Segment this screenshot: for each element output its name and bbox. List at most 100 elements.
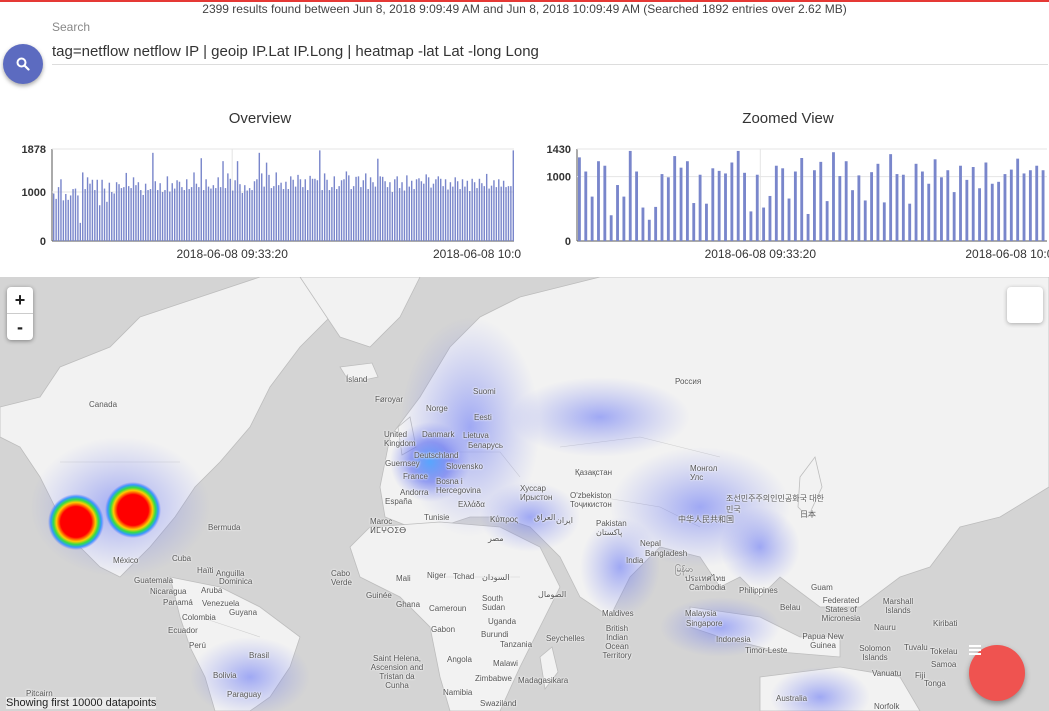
bar — [498, 179, 500, 241]
bar — [231, 190, 234, 241]
bar — [679, 167, 683, 241]
bar — [685, 161, 689, 241]
menu-fab-button[interactable] — [969, 645, 1025, 701]
map-label-samoa: Samoa — [931, 660, 957, 669]
bar — [584, 171, 588, 241]
bar — [338, 186, 340, 241]
bar — [882, 202, 886, 241]
bar — [768, 195, 772, 241]
bar — [96, 179, 98, 241]
map-label-china: 中华人民共和国 — [678, 515, 734, 524]
x-tick-label: 2018-06-08 09:33:20 — [705, 247, 817, 261]
bar — [423, 183, 425, 241]
map-label-ghana: Ghana — [396, 600, 421, 609]
bar — [217, 177, 219, 241]
map-label-vanuatu: Vanuatu — [872, 669, 902, 678]
bar — [248, 188, 251, 241]
bar — [268, 174, 270, 241]
bar — [743, 172, 746, 241]
bar — [362, 180, 365, 241]
bar — [57, 187, 60, 241]
map-label-timor: Timor-Leste — [745, 646, 788, 655]
bar — [319, 150, 321, 241]
bar — [495, 187, 498, 241]
bar — [946, 170, 950, 241]
map-label-cabo-verde: Cabo Verde — [331, 569, 352, 587]
bar — [717, 170, 721, 241]
layer-toggle-button[interactable] — [1007, 287, 1043, 323]
heatmap-map[interactable]: Canada Ísland Føroyar Norge Suomi Eesti … — [0, 277, 1049, 711]
bar — [427, 177, 430, 241]
bar — [222, 161, 224, 241]
zoom-in-button[interactable]: + — [14, 290, 26, 310]
bar — [920, 171, 924, 241]
bar — [505, 187, 507, 241]
map-label-madagascar: Madagasikara — [518, 676, 569, 685]
map-label-solomon: Solomon Islands — [859, 644, 891, 662]
bar — [832, 152, 835, 241]
bar — [65, 193, 67, 241]
map-label-belarus: Беларусь — [468, 441, 503, 450]
zoom-out-button[interactable]: - — [7, 313, 33, 340]
bar — [440, 178, 442, 241]
map-label-guinee: Guinée — [366, 591, 392, 600]
overview-chart[interactable]: 1878 1000 0 2018-06-08 09:33:20 2018-06-08 1… — [0, 140, 524, 265]
landmass-japan — [797, 456, 823, 518]
bar — [314, 178, 316, 241]
search-button[interactable] — [3, 44, 43, 84]
bar — [198, 187, 200, 241]
bar — [965, 179, 969, 241]
bar — [144, 183, 147, 241]
map-label-dominica: Dominica — [219, 577, 253, 586]
x-tick-label: 2018-06-08 09:33:20 — [176, 247, 288, 261]
bar — [510, 186, 512, 241]
bar — [895, 174, 899, 241]
map-label-nippon: 日本 — [800, 510, 816, 519]
y-tick-label: 0 — [40, 236, 46, 248]
bar — [466, 180, 469, 241]
top-accent-line — [0, 0, 1049, 2]
map-label-lietuva: Lietuva — [463, 431, 489, 440]
bar — [127, 186, 130, 241]
map-label-norfolk: Norfolk — [874, 702, 900, 711]
bar — [369, 177, 372, 241]
bar — [435, 179, 437, 241]
bar — [473, 182, 476, 241]
search-icon — [16, 57, 30, 71]
map-label-malawi: Malawi — [493, 659, 518, 668]
bar — [391, 192, 394, 241]
map-label-panama: Panamá — [163, 598, 193, 607]
bar — [275, 172, 277, 241]
bar — [292, 179, 294, 241]
bar — [622, 196, 626, 241]
bar — [425, 174, 427, 241]
map-label-andorra: Andorra — [400, 488, 429, 497]
bar — [166, 176, 169, 241]
bar — [360, 187, 362, 241]
bar — [603, 165, 607, 241]
bar — [285, 181, 287, 241]
bar — [952, 192, 956, 241]
map-label-seychelles: Seychelles — [546, 634, 585, 643]
map-label-guyana: Guyana — [229, 608, 258, 617]
bar — [454, 177, 456, 241]
bar — [806, 213, 810, 241]
bar — [437, 176, 440, 241]
bar — [154, 181, 157, 241]
zoomed-view-chart[interactable]: 1430 1000 0 2018-06-08 09:33:20 2018-06-08 1… — [525, 140, 1049, 265]
bar — [762, 207, 766, 241]
menu-icon — [969, 645, 981, 655]
bar — [825, 201, 829, 241]
bar — [159, 183, 161, 241]
map-label-cameroun: Cameroun — [429, 604, 467, 613]
bar — [908, 203, 912, 241]
map-label-united-kingdom: United Kingdom — [384, 430, 416, 448]
bar — [1009, 169, 1013, 241]
search-input[interactable] — [52, 38, 1048, 65]
map-label-bosna: Bosna i Hercegovina — [436, 477, 481, 495]
bar — [500, 186, 502, 241]
map-label-nicaragua: Nicaragua — [150, 587, 187, 596]
bar — [215, 188, 217, 241]
map-label-guatemala: Guatemala — [134, 576, 174, 585]
map-label-peru: Perú — [189, 641, 206, 650]
